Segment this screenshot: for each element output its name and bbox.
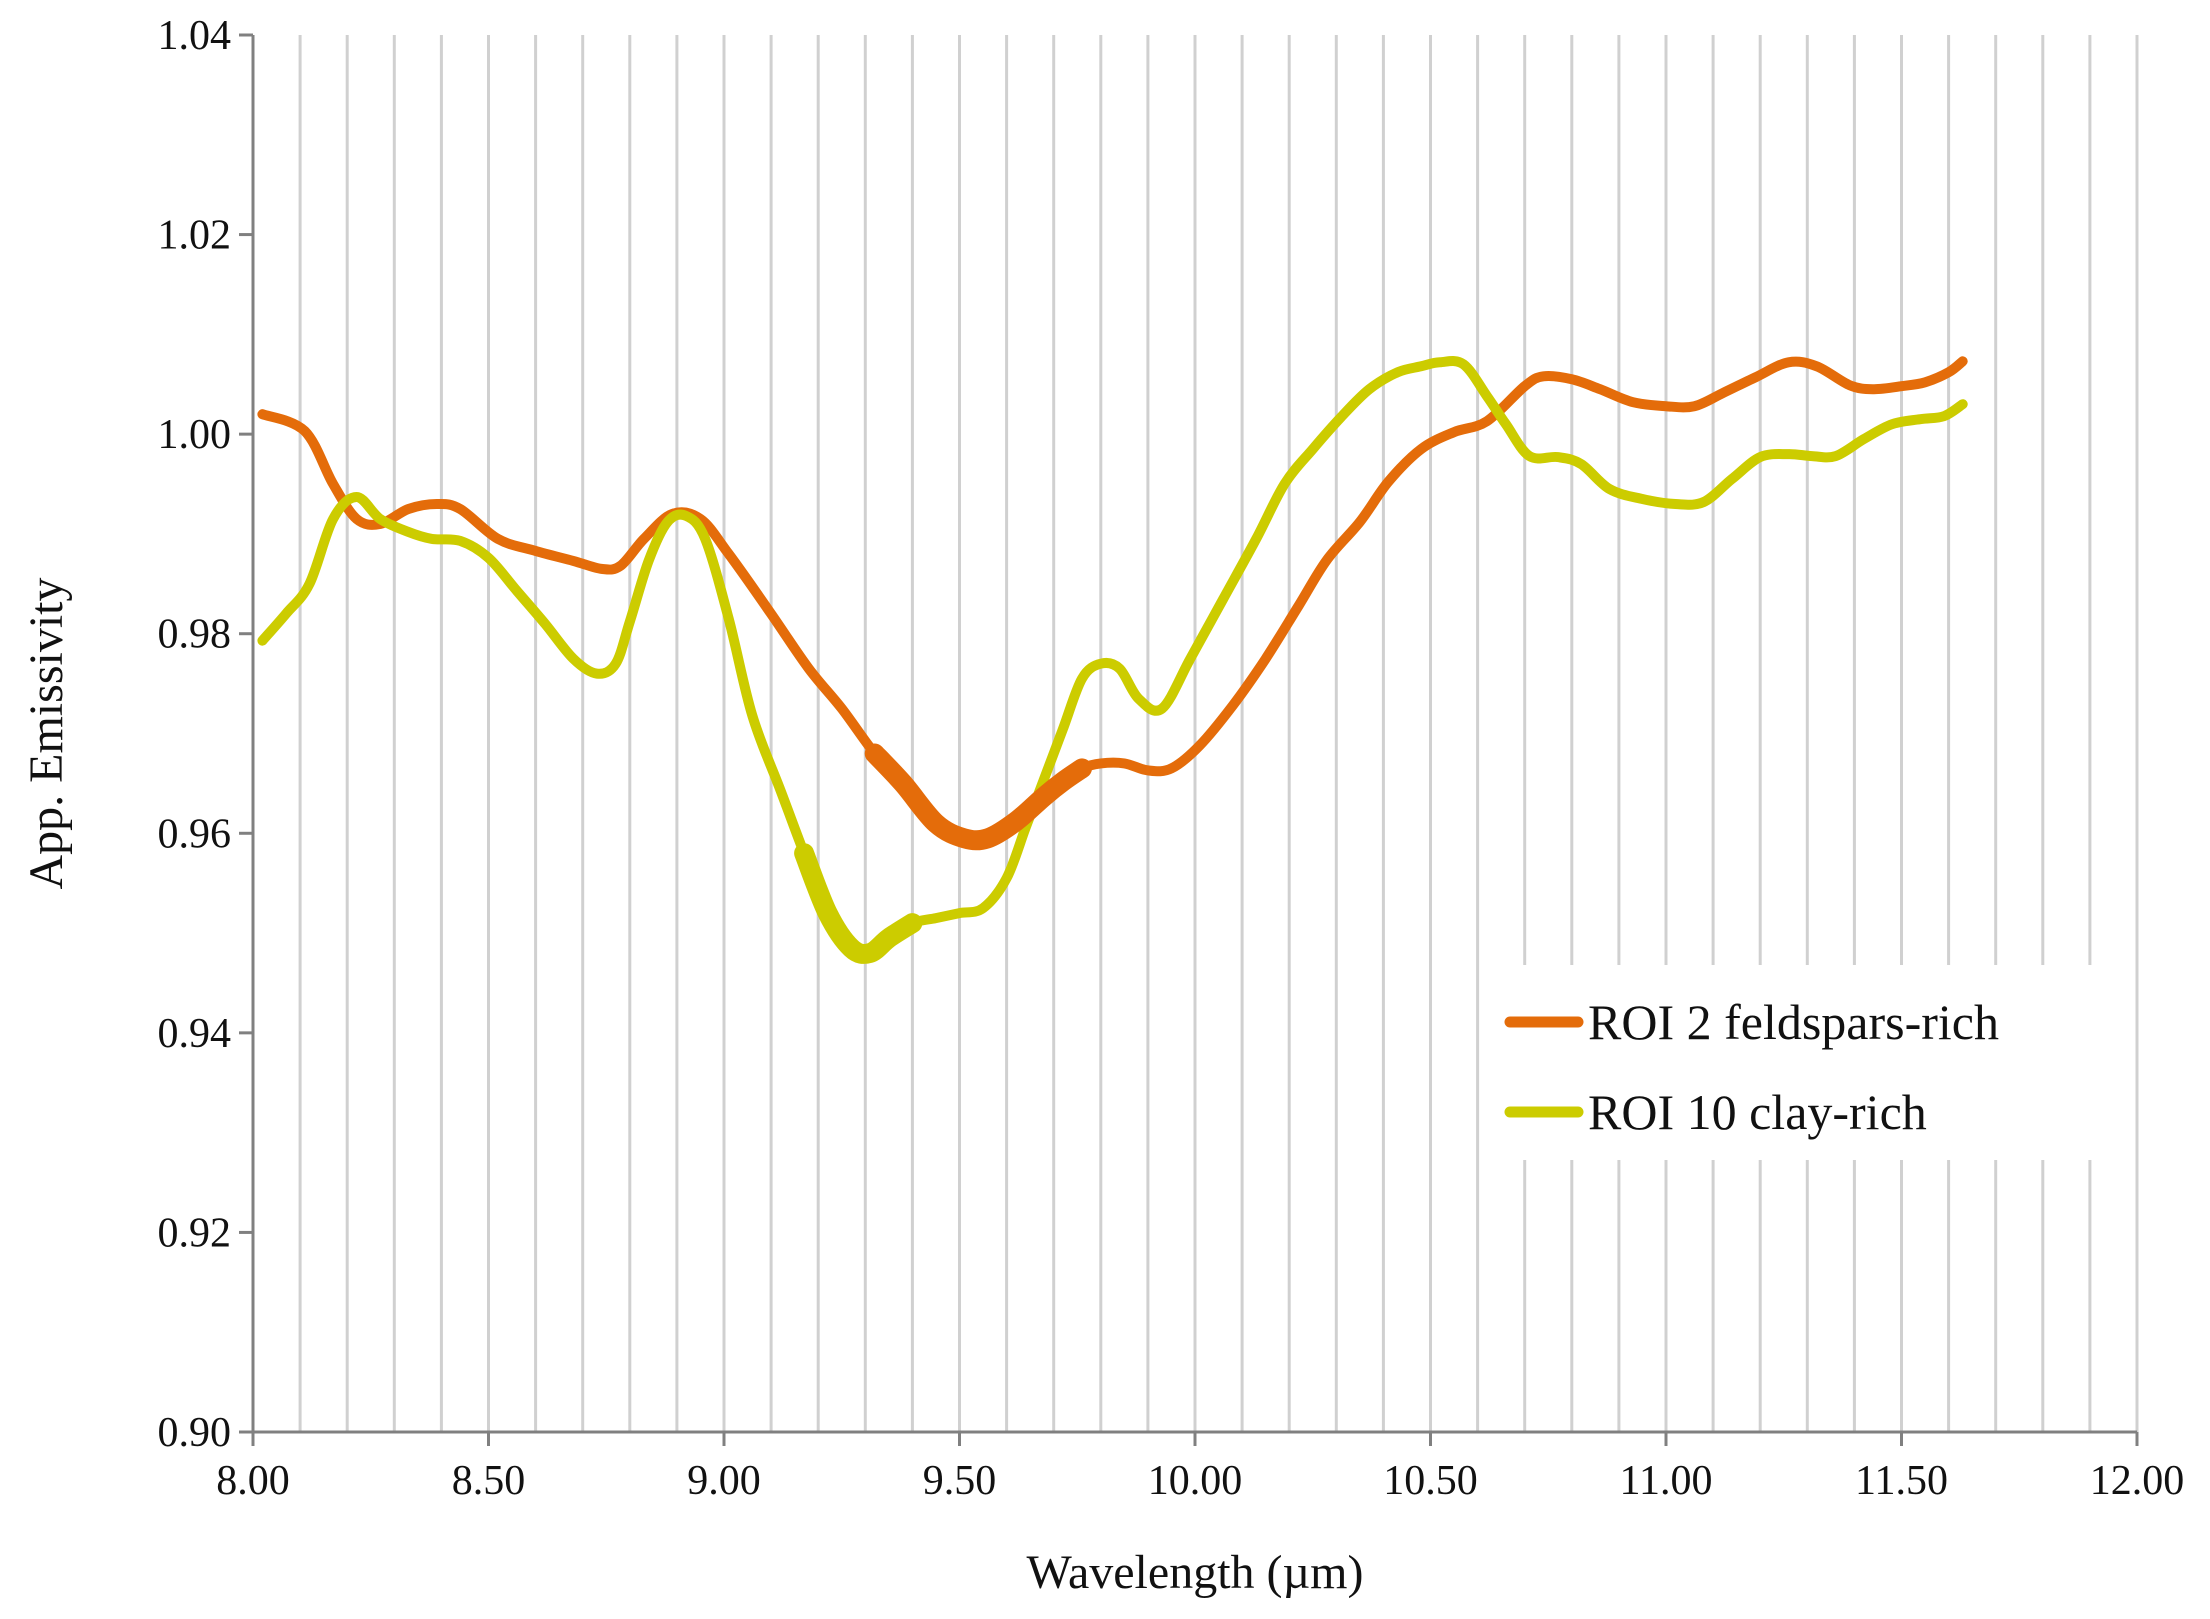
- x-tick-label: 8.00: [216, 1458, 290, 1504]
- x-tick-label: 10.00: [1148, 1458, 1243, 1504]
- legend: ROI 2 feldspars-rich ROI 10 clay-rich: [1504, 994, 1999, 1140]
- x-tick-label: 8.50: [452, 1458, 526, 1504]
- x-tick-label: 11.00: [1620, 1458, 1713, 1504]
- y-tick-label: 0.90: [158, 1410, 232, 1456]
- y-tick-label: 1.00: [158, 412, 232, 458]
- y-tick-label: 0.92: [158, 1210, 232, 1256]
- series-line-2: [257, 356, 1968, 959]
- y-tick-label: 0.94: [158, 1011, 232, 1057]
- axes: [239, 33, 2139, 1446]
- x-tick-label: 12.00: [2090, 1458, 2185, 1504]
- x-tick-label: 10.50: [1383, 1458, 1478, 1504]
- series-line-1: [257, 356, 1968, 846]
- legend-box: [1510, 965, 2100, 1160]
- x-tick-label: 11.50: [1855, 1458, 1948, 1504]
- legend-label-2: ROI 10 clay-rich: [1588, 1084, 1927, 1140]
- legend-label-1: ROI 2 feldspars-rich: [1588, 994, 1999, 1050]
- y-tick-label: 0.96: [158, 811, 232, 857]
- series-highlight-2: [794, 843, 923, 964]
- x-tick-label: 9.00: [687, 1458, 761, 1504]
- y-axis-title: App. Emissivity: [20, 577, 73, 889]
- series-lines: [257, 356, 1968, 964]
- y-tick-label: 1.04: [158, 13, 232, 59]
- tick-labels: 0.90 0.92 0.94 0.96 0.98 1.00 1.02 1.04 8.00 8.50…: [158, 13, 2185, 1504]
- x-tick-label: 9.50: [923, 1458, 997, 1504]
- y-tick-label: 1.02: [158, 213, 232, 259]
- series-highlight-1: [864, 743, 1092, 851]
- y-tick-label: 0.98: [158, 612, 232, 658]
- x-axis-title: Wavelength (µm): [1026, 1546, 1363, 1599]
